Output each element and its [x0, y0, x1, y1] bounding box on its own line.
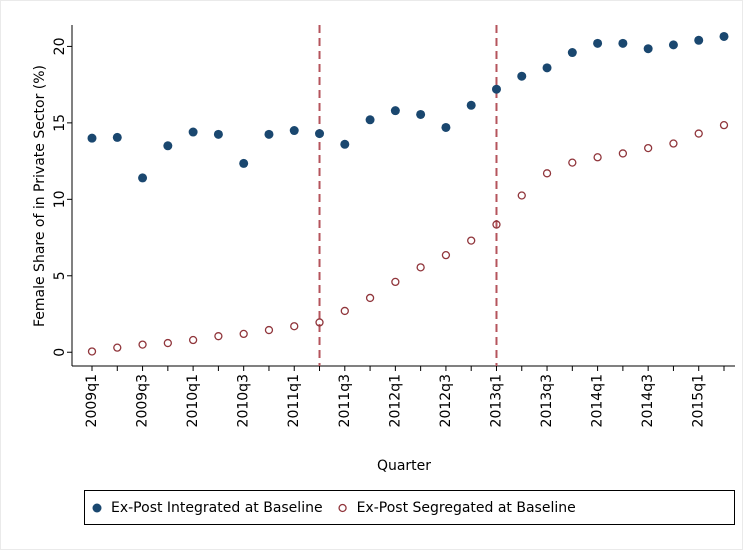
x-tick-label: 2015q1 [691, 374, 707, 427]
x-axis-title: Quarter [377, 458, 431, 474]
x-tick-label: 2009q1 [84, 374, 100, 427]
point [517, 71, 527, 81]
x-tick-label: 2010q3 [236, 374, 252, 427]
y-tick-label: 0 [52, 348, 68, 357]
point [441, 122, 451, 132]
y-tick-label: 20 [52, 37, 68, 55]
point [644, 143, 653, 153]
point [719, 121, 729, 130]
point [315, 318, 324, 327]
x-tick-label: 2011q1 [286, 374, 302, 427]
point [391, 277, 400, 287]
legend-label: Ex-Post Segregated at Baseline [357, 500, 576, 516]
x-tick-label: 2009q3 [135, 374, 151, 427]
x-tick-label: 2011q3 [337, 374, 353, 427]
point [340, 306, 349, 316]
point [694, 35, 704, 45]
point [567, 48, 577, 58]
point [542, 63, 552, 73]
point [365, 115, 375, 125]
point [365, 293, 375, 303]
y-axis-title: Female Share of in Private Sector (%) [32, 65, 48, 327]
x-tick-label: 2010q1 [185, 374, 201, 427]
point [315, 129, 325, 139]
point [492, 220, 501, 229]
point [138, 173, 148, 183]
point [289, 126, 299, 136]
point [618, 38, 628, 48]
point [340, 139, 350, 149]
point [568, 158, 577, 167]
point [593, 153, 602, 162]
point [239, 329, 248, 339]
x-tick-label: 2014q1 [590, 374, 606, 427]
point [618, 149, 628, 158]
legend-label: Ex-Post Integrated at Baseline [111, 500, 323, 516]
point [390, 106, 400, 116]
y-tick-label: 15 [52, 114, 68, 132]
point [593, 38, 603, 48]
point [467, 236, 476, 245]
point [517, 191, 526, 200]
point [416, 109, 426, 119]
point [416, 263, 425, 272]
point [188, 335, 198, 345]
point [113, 343, 122, 352]
point [239, 158, 249, 168]
x-tick-label: 2014q3 [640, 374, 656, 427]
point [290, 322, 299, 331]
point [466, 100, 476, 110]
x-tick-label: 2012q3 [438, 374, 454, 427]
point [643, 44, 653, 54]
point [668, 40, 678, 50]
y-tick-label: 10 [52, 190, 68, 208]
point [87, 347, 97, 356]
point [138, 340, 147, 349]
point [694, 129, 703, 138]
point [214, 332, 223, 341]
point [112, 132, 122, 142]
x-tick-label: 2013q1 [488, 374, 504, 427]
point [264, 129, 274, 139]
point [163, 141, 173, 151]
point [87, 133, 97, 143]
point [441, 250, 451, 260]
x-tick-label: 2013q3 [539, 374, 555, 427]
legend-marker [92, 503, 102, 513]
legend-box [84, 490, 735, 525]
x-tick-label: 2012q1 [387, 374, 403, 427]
point [163, 338, 172, 348]
point [491, 84, 501, 94]
y-tick-label: 5 [52, 271, 68, 280]
point [542, 169, 552, 178]
point [669, 139, 678, 148]
point [213, 129, 223, 139]
legend-marker [338, 503, 347, 513]
point [264, 325, 274, 335]
point [719, 31, 729, 41]
point [188, 127, 198, 137]
